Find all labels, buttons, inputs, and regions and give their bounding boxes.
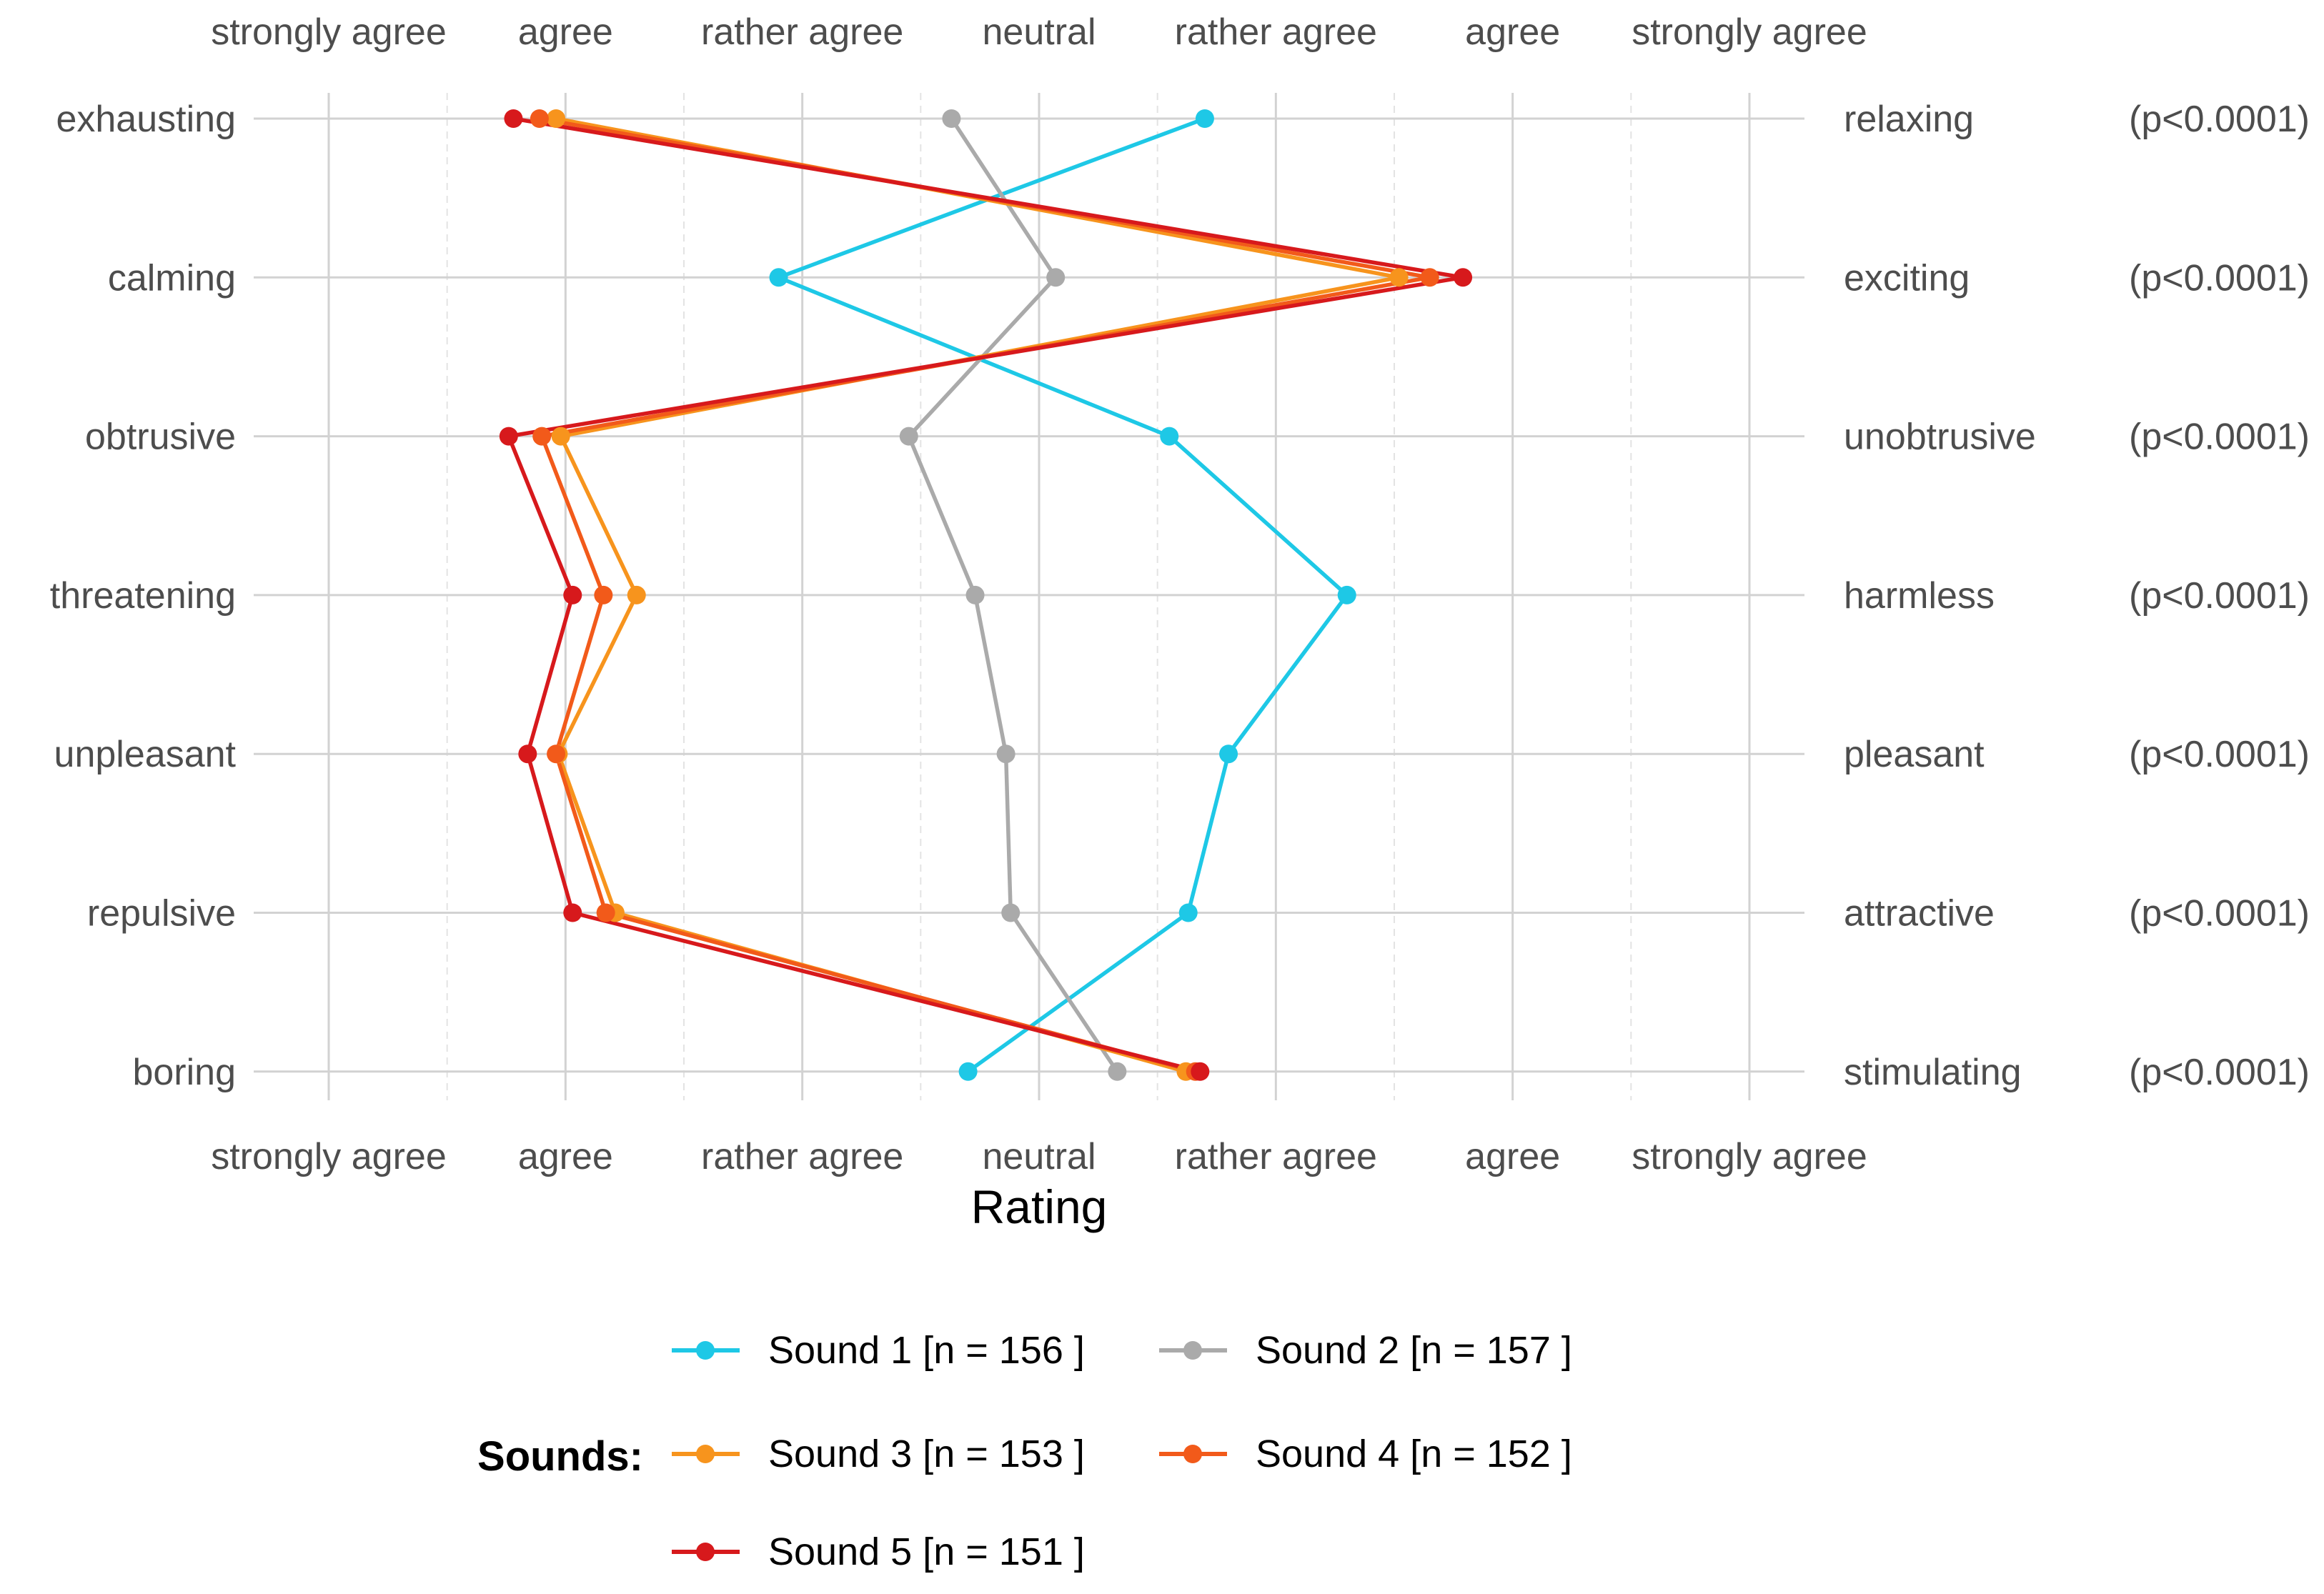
data-point-series-4 <box>547 744 566 764</box>
x-tick-label-bottom: agree <box>1465 1136 1560 1177</box>
x-tick-label-bottom: strongly agree <box>211 1136 447 1177</box>
data-point-series-4 <box>596 903 615 922</box>
data-point-series-2 <box>1046 268 1066 287</box>
p-value-label: (p<0.0001) <box>2129 257 2310 299</box>
y-label-left: boring <box>132 1052 236 1093</box>
x-tick-label-top: strongly agree <box>1632 11 1867 53</box>
y-label-left: exhausting <box>56 99 236 140</box>
data-point-series-5 <box>504 109 523 128</box>
p-value-label: (p<0.0001) <box>2129 893 2310 935</box>
y-label-right: exciting <box>1844 257 1970 299</box>
data-point-series-5 <box>563 903 582 922</box>
data-point-series-5 <box>518 744 537 764</box>
x-tick-label-top: rather agree <box>701 11 903 53</box>
y-label-right: unobtrusive <box>1844 417 2036 458</box>
y-label-right: stimulating <box>1844 1052 2022 1093</box>
data-point-series-4 <box>1420 268 1439 287</box>
data-point-series-1 <box>1337 585 1356 604</box>
data-point-series-5 <box>1454 268 1473 287</box>
legend-key-dot <box>696 1543 715 1561</box>
y-label-left: threatening <box>50 575 236 617</box>
data-point-series-1 <box>1195 109 1214 128</box>
x-tick-label-top: agree <box>518 11 613 53</box>
data-point-series-2 <box>1108 1062 1127 1081</box>
legend-label: Sound 3 [n = 153 ] <box>768 1433 1085 1475</box>
legend-title: Sounds: <box>477 1433 643 1480</box>
y-label-right: pleasant <box>1844 734 1985 775</box>
y-label-right: relaxing <box>1844 99 1974 140</box>
y-label-left: unpleasant <box>54 734 237 775</box>
x-tick-label-bottom: rather agree <box>701 1136 903 1177</box>
y-label-right: harmless <box>1844 575 1995 617</box>
x-axis-title: Rating <box>971 1180 1108 1233</box>
data-point-series-1 <box>958 1062 978 1081</box>
data-point-series-2 <box>899 427 918 446</box>
y-label-left: calming <box>108 257 236 299</box>
legend-key-dot <box>696 1341 715 1360</box>
x-tick-label-bottom: agree <box>518 1136 613 1177</box>
data-point-series-5 <box>499 427 518 446</box>
x-tick-label-top: neutral <box>983 11 1096 53</box>
legend-label: Sound 4 [n = 152 ] <box>1256 1433 1572 1475</box>
data-point-series-3 <box>547 109 566 128</box>
y-label-left: repulsive <box>87 893 236 935</box>
data-point-series-2 <box>942 109 961 128</box>
data-point-series-3 <box>1389 268 1409 287</box>
data-point-series-2 <box>1001 903 1021 922</box>
data-point-series-2 <box>965 585 985 604</box>
x-tick-label-bottom: strongly agree <box>1632 1136 1867 1177</box>
x-tick-label-bottom: rather agree <box>1175 1136 1377 1177</box>
data-point-series-4 <box>594 585 613 604</box>
legend-key-dot <box>696 1445 715 1463</box>
data-point-series-1 <box>1160 427 1179 446</box>
legend-key-dot <box>1183 1341 1202 1360</box>
data-point-series-5 <box>563 585 582 604</box>
x-tick-label-top: rather agree <box>1175 11 1377 53</box>
p-value-label: (p<0.0001) <box>2129 1052 2310 1093</box>
p-value-label: (p<0.0001) <box>2129 575 2310 617</box>
legend-label: Sound 2 [n = 157 ] <box>1256 1329 1572 1372</box>
data-point-series-1 <box>769 268 788 287</box>
data-point-series-2 <box>996 744 1015 764</box>
data-point-series-3 <box>627 585 646 604</box>
legend-key-dot <box>1183 1445 1202 1463</box>
legend-label: Sound 1 [n = 156 ] <box>768 1329 1085 1372</box>
data-point-series-4 <box>530 109 549 128</box>
legend-label: Sound 5 [n = 151 ] <box>768 1530 1085 1573</box>
data-point-series-1 <box>1178 903 1198 922</box>
data-point-series-3 <box>551 427 570 446</box>
y-label-left: obtrusive <box>85 417 236 458</box>
data-point-series-4 <box>532 427 552 446</box>
p-value-label: (p<0.0001) <box>2129 734 2310 775</box>
x-tick-label-top: agree <box>1465 11 1560 53</box>
data-point-series-5 <box>1191 1062 1210 1081</box>
x-tick-label-bottom: neutral <box>983 1136 1096 1177</box>
p-value-label: (p<0.0001) <box>2129 99 2310 140</box>
data-point-series-1 <box>1219 744 1238 764</box>
p-value-label: (p<0.0001) <box>2129 417 2310 458</box>
x-tick-label-top: strongly agree <box>211 11 447 53</box>
y-label-right: attractive <box>1844 893 1995 935</box>
